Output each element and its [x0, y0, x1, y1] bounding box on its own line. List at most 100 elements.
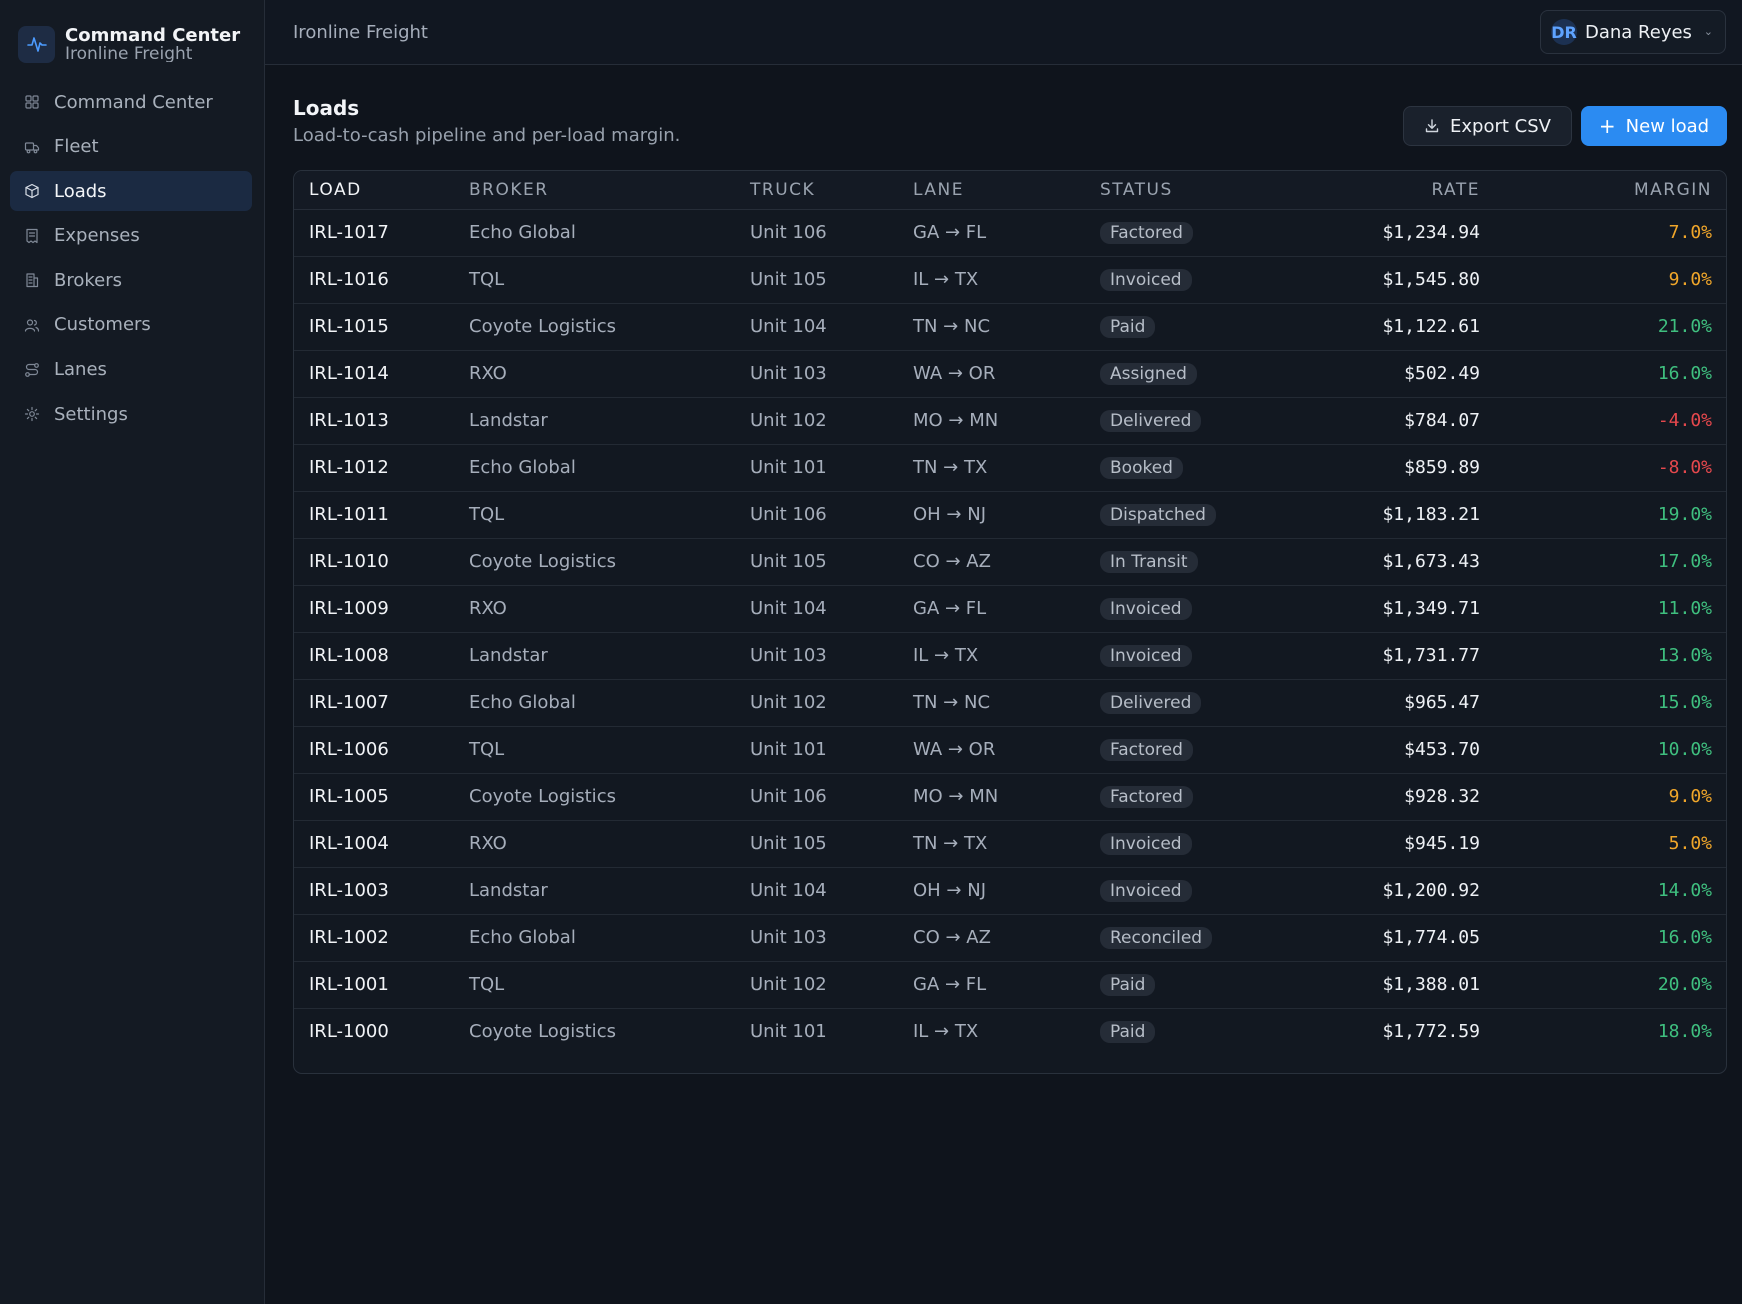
sidebar-item-customers[interactable]: Customers — [10, 305, 252, 345]
user-menu-button[interactable]: DR Dana Reyes ⌄ — [1540, 10, 1726, 54]
lane: TN → TX — [913, 820, 1100, 868]
status-badge: Factored — [1100, 738, 1193, 761]
table-row[interactable]: IRL-1008 Landstar Unit 103 IL → TX Invoiced $… — [294, 632, 1726, 680]
load-id[interactable]: IRL-1010 — [294, 538, 469, 586]
load-id[interactable]: IRL-1012 — [294, 444, 469, 492]
column-header-status[interactable]: STATUS — [1100, 171, 1280, 210]
sidebar-item-settings[interactable]: Settings — [10, 394, 252, 434]
broker-name: TQL — [469, 491, 750, 539]
margin: 14.0% — [1480, 867, 1726, 915]
load-id[interactable]: IRL-1014 — [294, 350, 469, 398]
column-header-truck[interactable]: TRUCK — [750, 171, 913, 210]
column-header-lane[interactable]: LANE — [913, 171, 1100, 210]
load-id[interactable]: IRL-1007 — [294, 679, 469, 727]
lane: IL → TX — [913, 1021, 979, 1043]
broker-name: TQL — [469, 961, 750, 1009]
table-row[interactable]: IRL-1001 TQL Unit 102 GA → FL Paid $1,388.01 2… — [294, 961, 1726, 1009]
package-icon — [24, 183, 40, 199]
rate: $1,234.94 — [1280, 209, 1480, 257]
column-header-load[interactable]: LOAD — [294, 171, 469, 210]
load-id[interactable]: IRL-1001 — [294, 961, 469, 1009]
load-id[interactable]: IRL-1009 — [294, 585, 469, 633]
table-row[interactable]: IRL-1011 TQL Unit 106 OH → NJ Dispatched $1,1… — [294, 491, 1726, 539]
column-header-broker[interactable]: BROKER — [469, 171, 750, 210]
load-id[interactable]: IRL-1015 — [294, 303, 469, 351]
table-row[interactable]: IRL-1005 Coyote Logistics Unit 106 MO → MN F… — [294, 773, 1726, 821]
truck-unit: Unit 103 — [750, 350, 913, 398]
load-id[interactable]: IRL-1002 — [294, 914, 469, 962]
truck-unit: Unit 101 — [750, 726, 913, 774]
load-id[interactable]: IRL-1013 — [294, 397, 469, 445]
table-row[interactable]: IRL-1014 RXO Unit 103 WA → OR Assigned $502.4… — [294, 350, 1726, 398]
lane: CO → AZ — [913, 538, 1100, 586]
load-id[interactable]: IRL-1005 — [294, 773, 469, 821]
new-load-button[interactable]: + New load — [1581, 106, 1727, 146]
table-row[interactable]: IRL-1009 RXO Unit 104 GA → FL Invoiced $1,349… — [294, 585, 1726, 633]
load-id[interactable]: IRL-1004 — [294, 820, 469, 868]
margin: 17.0% — [1480, 538, 1726, 586]
rate: $502.49 — [1280, 350, 1480, 398]
sidebar-item-loads[interactable]: Loads — [10, 171, 252, 212]
margin: 19.0% — [1480, 491, 1726, 539]
new-load-label: New load — [1625, 115, 1710, 137]
table-row[interactable]: IRL-1006 TQL Unit 101 WA → OR Factored $453.7… — [294, 726, 1726, 774]
status-cell: Delivered — [1100, 679, 1280, 727]
export-csv-button[interactable]: Export CSV — [1403, 106, 1572, 146]
load-id[interactable]: IRL-1003 — [294, 867, 469, 915]
truck-unit: Unit 102 — [750, 961, 913, 1009]
margin: 5.0% — [1480, 820, 1726, 868]
table-row[interactable]: IRL-1002 Echo Global Unit 103 CO → AZ Reconc… — [294, 914, 1726, 962]
sidebar-item-brokers[interactable]: Brokers — [10, 260, 252, 300]
truck-unit: Unit 103 — [750, 914, 913, 962]
lane: MO → MN — [913, 397, 1100, 445]
sidebar-item-fleet[interactable]: Fleet — [10, 127, 252, 167]
margin: 9.0% — [1480, 773, 1726, 821]
table-row[interactable]: IRL-1015 Coyote Logistics Unit 104 TN → NC P… — [294, 303, 1726, 351]
status-badge: Factored — [1100, 221, 1193, 244]
truck-unit: Unit 106 — [750, 209, 913, 257]
load-id[interactable]: IRL-1000 — [309, 1021, 389, 1043]
table-row[interactable]: IRL-1012 Echo Global Unit 101 TN → TX Booked… — [294, 444, 1726, 492]
broker-name: Landstar — [469, 867, 750, 915]
load-id[interactable]: IRL-1017 — [294, 209, 469, 257]
table-row[interactable]: IRL-1016 TQL Unit 105 IL → TX Invoiced $1,545… — [294, 256, 1726, 304]
lane: TN → NC — [913, 303, 1100, 351]
table-row[interactable]: IRL-1010 Coyote Logistics Unit 105 CO → AZ I… — [294, 538, 1726, 586]
status-badge: In Transit — [1100, 550, 1198, 573]
lane: OH → NJ — [913, 867, 1100, 915]
table-row[interactable]: IRL-1000 Coyote Logistics Unit 101 IL → TX P… — [294, 1008, 1726, 1055]
rate: $784.07 — [1280, 397, 1480, 445]
load-id[interactable]: IRL-1011 — [294, 491, 469, 539]
lane: GA → FL — [913, 209, 1100, 257]
status-badge: Assigned — [1100, 362, 1197, 385]
export-csv-label: Export CSV — [1450, 115, 1551, 137]
sidebar-item-lanes[interactable]: Lanes — [10, 350, 252, 390]
truck-unit: Unit 103 — [750, 632, 913, 680]
brand[interactable]: Command Center Ironline Freight — [18, 22, 240, 66]
sidebar-item-command-center[interactable]: Command Center — [10, 82, 252, 122]
table-row[interactable]: IRL-1003 Landstar Unit 104 OH → NJ Invoiced $… — [294, 867, 1726, 915]
status-badge: Paid — [1100, 1020, 1156, 1043]
load-id[interactable]: IRL-1016 — [294, 256, 469, 304]
brand-subtitle: Ironline Freight — [65, 45, 193, 62]
table-row[interactable]: IRL-1007 Echo Global Unit 102 TN → NC Delive… — [294, 679, 1726, 727]
table-row[interactable]: IRL-1013 Landstar Unit 102 MO → MN Delivered… — [294, 397, 1726, 445]
table-row[interactable]: IRL-1004 RXO Unit 105 TN → TX Invoiced $945.1… — [294, 820, 1726, 868]
broker-name: Coyote Logistics — [469, 303, 750, 351]
sidebar-item-expenses[interactable]: Expenses — [10, 216, 252, 256]
chevron-down-icon: ⌄ — [1703, 25, 1713, 38]
column-header-margin[interactable]: MARGIN — [1480, 171, 1726, 210]
load-id[interactable]: IRL-1006 — [294, 726, 469, 774]
building-icon — [24, 272, 40, 288]
table-row[interactable]: IRL-1017 Echo Global Unit 106 GA → FL Factor… — [294, 209, 1726, 257]
column-header-rate[interactable]: RATE — [1280, 171, 1480, 210]
truck-unit: Unit 101 — [750, 444, 913, 492]
broker-name: Echo Global — [469, 444, 750, 492]
load-id[interactable]: IRL-1008 — [294, 632, 469, 680]
margin: 21.0% — [1480, 303, 1726, 351]
rate: $1,545.80 — [1280, 256, 1480, 304]
truck-unit: Unit 106 — [750, 491, 913, 539]
lane: TN → TX — [913, 444, 1100, 492]
broker-name: Echo Global — [469, 914, 750, 962]
margin: 15.0% — [1480, 679, 1726, 727]
